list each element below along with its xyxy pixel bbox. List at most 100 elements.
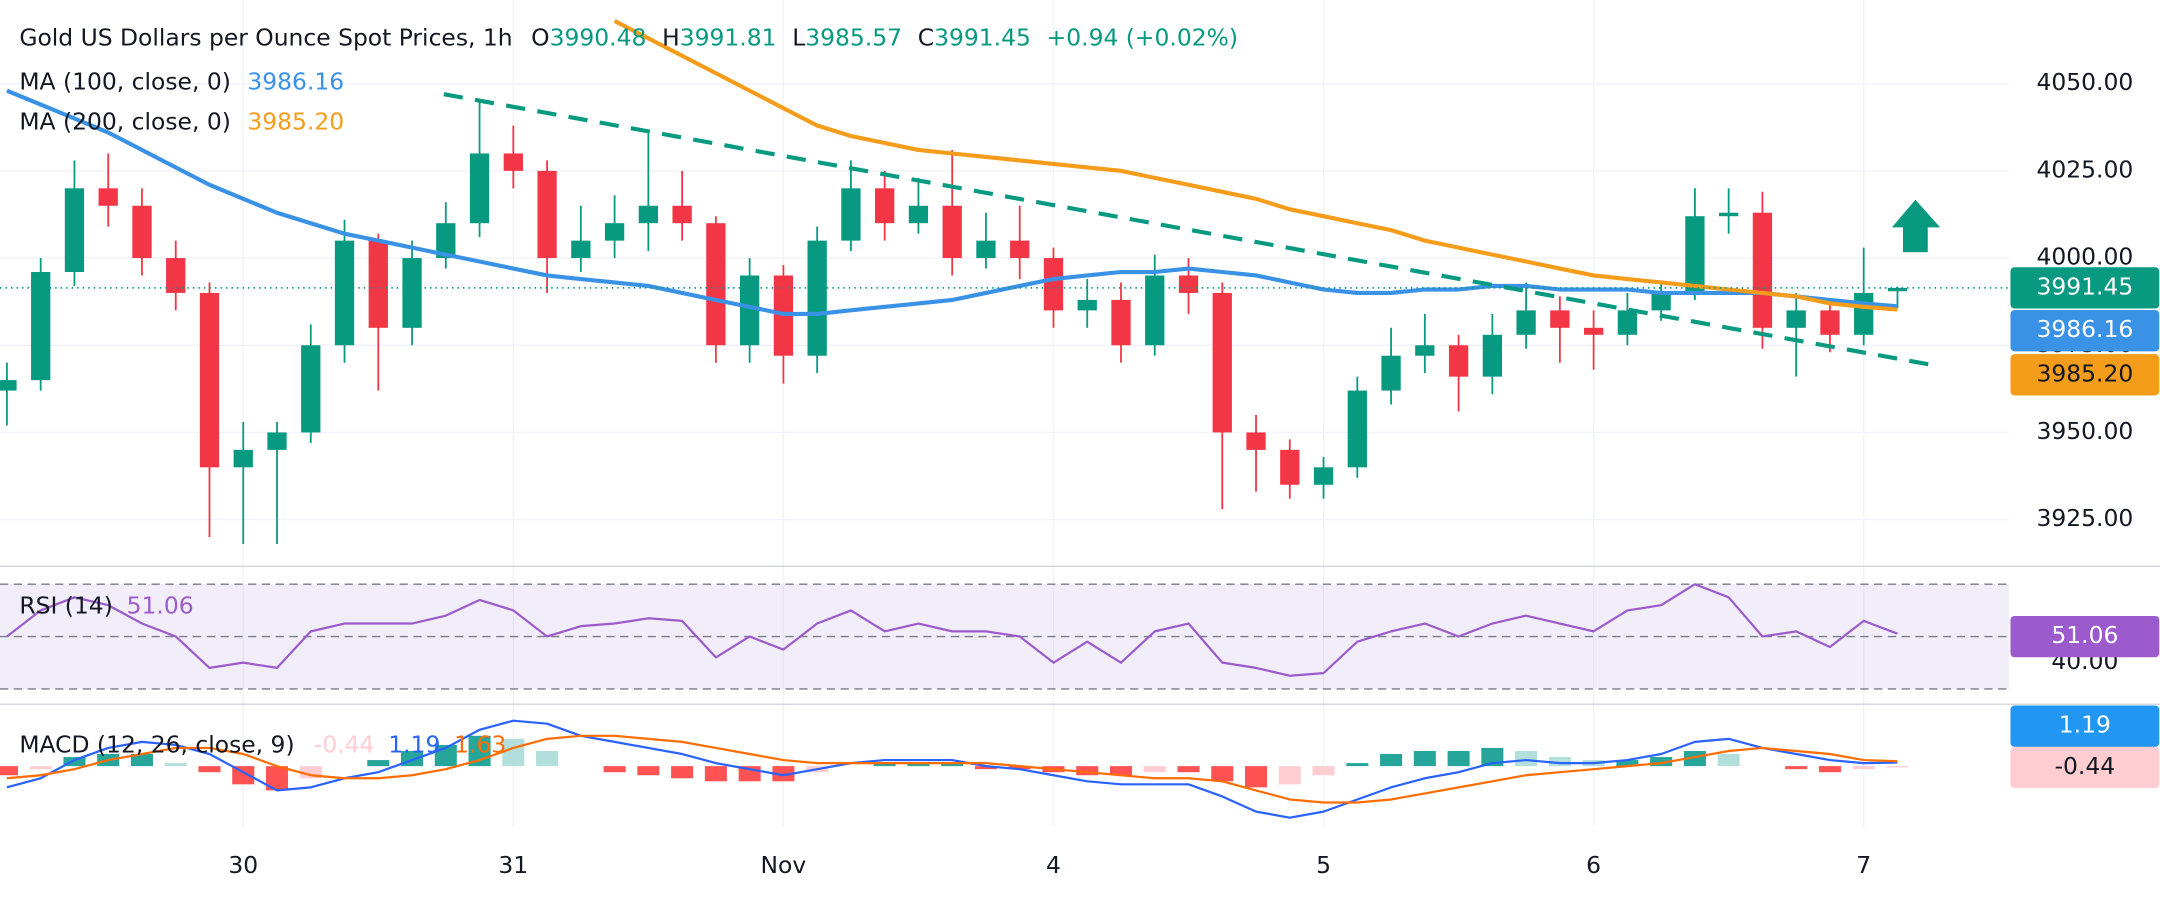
rsi-value: 51.06 — [127, 591, 194, 619]
candle-body — [537, 170, 557, 259]
candle-body — [1313, 467, 1334, 485]
axis-tag-label: 3986.16 — [2036, 315, 2133, 343]
ohlc-value: 3985.57 — [805, 23, 902, 51]
y-tick-label: 3950.00 — [2036, 417, 2133, 445]
legend-name: MA (100, close, 0) — [19, 67, 231, 95]
macd-histogram-bar — [671, 766, 694, 779]
macd-histogram-bar — [1109, 766, 1133, 776]
macd-line — [6, 719, 1898, 819]
macd-histogram-bar — [704, 766, 727, 782]
candle-body — [1043, 258, 1064, 311]
candle-body — [199, 292, 220, 468]
x-tick-label: 7 — [1856, 851, 1871, 879]
moving-average — [613, 19, 1898, 312]
candle-body — [1854, 292, 1874, 335]
macd-histogram-bar — [1143, 766, 1166, 773]
ohlc-value: 3990.48 — [550, 23, 647, 51]
legend-entry: MA (200, close, 0) 3985.20 — [19, 107, 344, 135]
macd-histogram-bar — [1211, 766, 1234, 782]
macd-histogram-bar — [0, 766, 18, 776]
macd-histogram-bar — [1683, 750, 1706, 767]
candle-body — [1516, 310, 1536, 335]
macd-histogram-bar — [637, 766, 660, 776]
legend-value: 3985.20 — [247, 107, 344, 135]
candle-body — [672, 205, 692, 224]
candle-body — [1246, 432, 1266, 450]
candle-body — [368, 240, 388, 328]
macd-histogram-bar — [1447, 750, 1470, 767]
ohlc-label: O — [531, 23, 549, 51]
candle-body — [908, 205, 929, 224]
macd-legend: MACD (12, 26, close, 9) -0.44 1.19 1.63 — [19, 730, 506, 758]
axis-tag-label: 51.06 — [2051, 621, 2118, 649]
candle-body — [1550, 310, 1570, 328]
candle-body — [1448, 345, 1469, 377]
candle-body — [976, 240, 996, 259]
legend-name: MA (200, close, 0) — [19, 107, 231, 135]
candle-body — [98, 188, 118, 206]
macd-histogram-bar — [536, 750, 559, 767]
candle-body — [841, 188, 861, 241]
change: +0.94 (+0.02%) — [1047, 23, 1238, 51]
axis-tag-label: -0.44 — [2055, 752, 2116, 780]
plot — [0, 19, 2010, 819]
rsi-name: RSI (14) — [19, 591, 113, 619]
legend-entry: MA (100, close, 0) 3986.16 — [19, 67, 344, 95]
ohlc-label: H — [662, 23, 680, 51]
candle-body — [469, 153, 490, 224]
candle-body — [1820, 310, 1840, 335]
candle-body — [1482, 334, 1502, 377]
macd-histogram-bar — [907, 763, 930, 767]
macd-histogram-bar — [1886, 766, 1909, 768]
candle-body — [31, 272, 51, 381]
y-tick-label: 3925.00 — [2036, 504, 2133, 532]
candle-body — [1887, 287, 1908, 292]
macd-histogram-bar — [29, 766, 52, 770]
candle-body — [1280, 449, 1300, 485]
header: Gold US Dollars per Ounce Spot Prices, 1… — [19, 23, 1238, 51]
candle-body — [1178, 275, 1199, 293]
legend-value: 3986.16 — [247, 67, 344, 95]
candle-body — [1145, 275, 1165, 346]
candle-body — [334, 240, 355, 346]
macd-histogram-bar — [1818, 766, 1841, 773]
candle-body — [301, 345, 321, 433]
candle-body — [638, 205, 659, 224]
candle-body — [1347, 390, 1367, 468]
candle-body — [402, 258, 422, 328]
moving-average — [6, 88, 1898, 316]
macd-line — [6, 734, 1898, 804]
x-tick-label: 4 — [1046, 851, 1061, 879]
candle-body — [1415, 345, 1435, 356]
candle-body — [1651, 292, 1671, 311]
x-tick-label: 30 — [228, 851, 258, 879]
axis-tag — [2010, 267, 2160, 309]
macd-histogram-bar — [974, 766, 997, 770]
candle-body — [1111, 299, 1131, 346]
macd-histogram-bar — [1177, 766, 1200, 773]
candle-body — [1719, 212, 1739, 217]
macd-histogram-bar — [1413, 750, 1436, 767]
candle-body — [1077, 299, 1097, 311]
candle-body — [1685, 216, 1705, 293]
candle-body — [942, 205, 962, 259]
rsi-line — [6, 583, 1898, 677]
x-tick-label: 31 — [498, 851, 528, 879]
candle-body — [875, 188, 895, 224]
macd-histogram-bar — [198, 766, 221, 773]
ohlc-label: L — [792, 23, 805, 51]
macd-histogram-bar — [1785, 766, 1808, 770]
macd-histogram-bar — [1312, 766, 1335, 776]
candle-body — [807, 240, 827, 356]
candle-body — [1381, 355, 1401, 391]
candle-body — [1583, 327, 1604, 335]
candle-body — [604, 223, 625, 241]
macd-histogram-bar — [1278, 766, 1301, 785]
macd-histogram-bar — [1076, 766, 1099, 776]
macd-histogram-bar — [1548, 757, 1571, 767]
rsi-band — [0, 584, 2010, 689]
axis-tag — [2010, 615, 2160, 658]
axis-tag-label: 3991.45 — [2036, 272, 2133, 300]
candle-body — [1010, 240, 1030, 259]
